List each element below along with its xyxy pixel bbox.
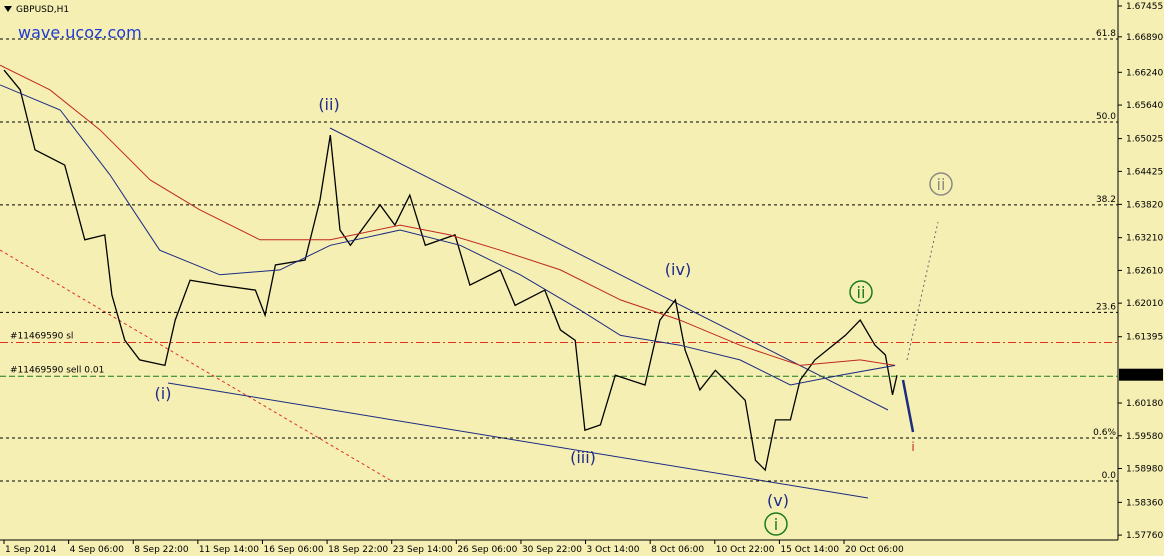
- wave-circle: [849, 280, 873, 304]
- wave-circle: [929, 172, 953, 196]
- wave-label: i: [911, 440, 914, 454]
- order-label: #11469590 sl: [10, 331, 73, 341]
- watermark: wave.ucoz.com: [18, 23, 142, 42]
- y-tick-label: 1.60180: [1126, 399, 1163, 409]
- x-tick-label: 16 Sep 06:00: [263, 545, 323, 555]
- y-tick-label: 1.62010: [1126, 299, 1163, 309]
- fib-label: 0.0: [1102, 471, 1117, 481]
- x-tick-label: 20 Oct 06:00: [845, 545, 904, 555]
- order-label: #11469590 sell 0.01: [10, 365, 104, 375]
- x-tick-label: 18 Sep 22:00: [328, 545, 388, 555]
- y-tick-label: 1.64425: [1126, 167, 1163, 177]
- wave-label: ii: [937, 175, 946, 194]
- x-tick-label: 30 Sep 22:00: [522, 545, 582, 555]
- wave-label: i: [774, 515, 778, 534]
- price-line: [0, 84, 896, 386]
- symbol-title: GBPUSD,H1: [16, 5, 69, 15]
- wave-label: (iii): [570, 448, 596, 467]
- x-tick-label: 4 Sep 06:00: [70, 545, 125, 555]
- price-line: [3, 69, 898, 472]
- fib-label: 50.0: [1096, 112, 1116, 122]
- y-tick-label: 1.63820: [1126, 200, 1163, 210]
- y-tick-label: 1.66240: [1126, 68, 1163, 78]
- y-tick-label: 1.58360: [1126, 498, 1163, 508]
- x-tick-label: 8 Oct 06:00: [651, 545, 704, 555]
- projection-line: [906, 221, 939, 361]
- projection-arrow: [901, 379, 915, 433]
- y-tick-label: 1.66890: [1126, 33, 1163, 43]
- fib-label: 61.8: [1096, 29, 1116, 39]
- wave-label: (iv): [665, 260, 691, 279]
- y-tick-label: 1.63210: [1126, 234, 1163, 244]
- wave-label: (i): [155, 384, 172, 403]
- trendline: [329, 127, 889, 411]
- wave-label: (v): [767, 491, 789, 510]
- wave-circle: [764, 512, 788, 536]
- current-price-label: 1.60699: [1123, 371, 1160, 381]
- fib-label: 0.6%: [1093, 428, 1116, 438]
- x-tick-label: 15 Oct 14:00: [780, 545, 839, 555]
- x-tick-label: 3 Oct 14:00: [587, 545, 640, 555]
- x-tick-label: 8 Sep 22:00: [134, 545, 189, 555]
- x-tick-label: 23 Sep 14:00: [393, 545, 453, 555]
- y-tick-label: 1.65640: [1126, 101, 1163, 111]
- y-tick-label: 1.58980: [1126, 465, 1163, 475]
- wave-label: ii: [857, 283, 866, 302]
- x-tick-label: 10 Oct 22:00: [716, 545, 775, 555]
- y-tick-label: 1.62610: [1126, 266, 1163, 276]
- price-line: [0, 64, 896, 366]
- fib-label: 38.2: [1096, 195, 1116, 205]
- menu-triangle: [4, 6, 12, 12]
- current-price-box: [1119, 368, 1163, 381]
- y-tick-label: 1.67455: [1126, 2, 1163, 12]
- y-tick-label: 1.57760: [1126, 531, 1163, 541]
- y-tick-label: 1.61395: [1126, 333, 1163, 343]
- x-tick-label: 1 Sep 2014: [5, 545, 57, 555]
- x-tick-label: 26 Sep 06:00: [457, 545, 517, 555]
- drawings: [0, 6, 939, 499]
- y-tick-label: 1.59580: [1126, 432, 1163, 442]
- x-tick-label: 11 Sep 14:00: [199, 545, 259, 555]
- trendline: [167, 382, 869, 499]
- wave-label: (ii): [318, 95, 339, 114]
- fib-label: 23.6: [1096, 302, 1116, 312]
- y-tick-label: 1.65025: [1126, 135, 1163, 145]
